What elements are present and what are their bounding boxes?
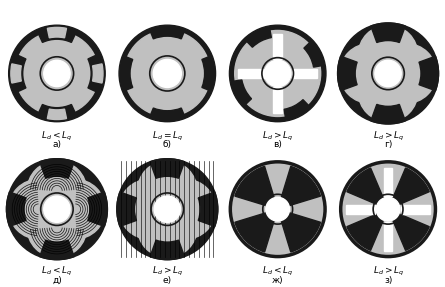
Circle shape — [7, 159, 107, 260]
Wedge shape — [47, 27, 66, 38]
Circle shape — [138, 161, 197, 221]
Wedge shape — [338, 56, 357, 91]
Wedge shape — [121, 56, 133, 91]
Text: з): з) — [384, 276, 392, 285]
Circle shape — [341, 162, 436, 257]
Text: а): а) — [53, 140, 61, 149]
Wedge shape — [150, 159, 185, 178]
Bar — [292, 69, 317, 78]
Wedge shape — [235, 166, 278, 209]
Bar — [384, 168, 392, 196]
Circle shape — [119, 179, 179, 239]
Circle shape — [376, 44, 437, 103]
Circle shape — [231, 162, 325, 257]
Circle shape — [124, 30, 210, 117]
Circle shape — [8, 179, 69, 239]
Text: $L_d>L_q$: $L_d>L_q$ — [152, 265, 183, 278]
Wedge shape — [88, 192, 107, 226]
Circle shape — [154, 196, 181, 222]
Bar — [401, 205, 430, 214]
Wedge shape — [38, 30, 76, 42]
Circle shape — [117, 159, 218, 260]
Wedge shape — [117, 192, 136, 226]
Wedge shape — [150, 240, 185, 260]
Circle shape — [8, 25, 105, 122]
Circle shape — [375, 60, 401, 87]
Wedge shape — [40, 240, 74, 260]
Circle shape — [156, 179, 215, 239]
Circle shape — [119, 25, 215, 122]
Wedge shape — [371, 23, 405, 42]
Text: ж): ж) — [272, 276, 283, 285]
Circle shape — [138, 198, 197, 257]
Wedge shape — [235, 209, 278, 252]
Wedge shape — [284, 100, 310, 119]
Text: $L_d>L_q$: $L_d>L_q$ — [372, 265, 404, 278]
Circle shape — [44, 60, 70, 87]
Wedge shape — [7, 192, 26, 226]
Circle shape — [153, 59, 182, 88]
Circle shape — [264, 60, 291, 87]
Wedge shape — [278, 209, 320, 252]
Text: г): г) — [384, 140, 392, 149]
Circle shape — [44, 196, 70, 222]
Text: в): в) — [273, 140, 282, 149]
Wedge shape — [246, 28, 271, 47]
Circle shape — [376, 197, 400, 221]
Circle shape — [15, 32, 99, 115]
Circle shape — [266, 197, 290, 221]
Wedge shape — [88, 55, 101, 92]
Bar — [238, 69, 263, 78]
Text: е): е) — [163, 276, 172, 285]
Bar — [384, 222, 392, 251]
Circle shape — [27, 198, 87, 257]
Text: $L_d>L_q$: $L_d>L_q$ — [262, 130, 293, 143]
Wedge shape — [150, 108, 185, 119]
Bar — [273, 34, 282, 59]
Wedge shape — [202, 56, 214, 91]
Text: $L_d<L_q$: $L_d<L_q$ — [262, 265, 293, 278]
Circle shape — [370, 55, 406, 92]
Text: $L_d<L_q$: $L_d<L_q$ — [41, 130, 73, 143]
Circle shape — [39, 191, 75, 228]
Wedge shape — [40, 159, 74, 178]
Wedge shape — [388, 168, 429, 209]
Circle shape — [45, 179, 105, 239]
Text: $L_d<L_q$: $L_d<L_q$ — [41, 265, 73, 278]
Bar — [273, 88, 282, 113]
Wedge shape — [388, 209, 429, 250]
Wedge shape — [198, 192, 218, 226]
Wedge shape — [47, 109, 66, 119]
Wedge shape — [38, 104, 76, 117]
Circle shape — [358, 62, 418, 122]
Circle shape — [230, 25, 326, 122]
Wedge shape — [278, 166, 320, 209]
Wedge shape — [347, 168, 388, 209]
Wedge shape — [150, 27, 185, 39]
Wedge shape — [11, 64, 21, 83]
Wedge shape — [419, 56, 438, 91]
Wedge shape — [371, 104, 405, 124]
Wedge shape — [93, 64, 103, 83]
Circle shape — [235, 30, 321, 117]
Circle shape — [358, 25, 418, 85]
Bar — [346, 205, 375, 214]
Text: $L_d=L_q$: $L_d=L_q$ — [152, 130, 183, 143]
Circle shape — [338, 23, 438, 124]
Wedge shape — [13, 55, 26, 92]
Text: $L_d>L_q$: $L_d>L_q$ — [372, 130, 404, 143]
Wedge shape — [232, 80, 251, 105]
Circle shape — [340, 44, 400, 103]
Circle shape — [149, 191, 186, 228]
Wedge shape — [304, 41, 323, 67]
Circle shape — [27, 161, 87, 221]
Text: д): д) — [52, 276, 62, 285]
Text: б): б) — [163, 140, 172, 149]
Wedge shape — [347, 209, 388, 250]
